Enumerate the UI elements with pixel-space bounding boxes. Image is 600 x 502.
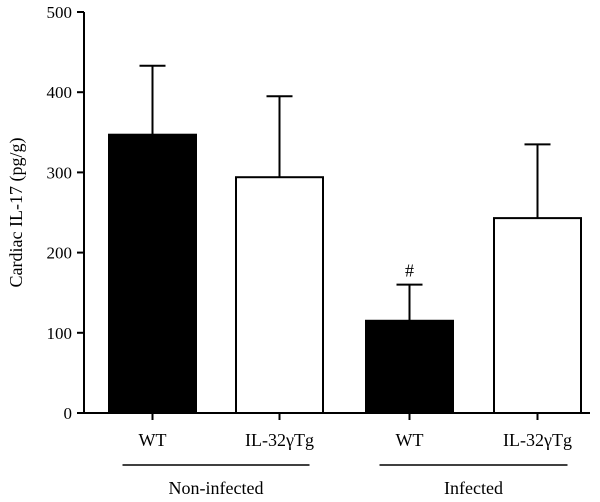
category-label: WT <box>396 430 424 450</box>
group-label: Infected <box>444 478 503 498</box>
significance-annotation: # <box>405 261 414 281</box>
y-tick-label: 400 <box>47 83 73 102</box>
bar <box>493 217 582 414</box>
bar <box>235 176 324 414</box>
y-tick-label: 0 <box>64 404 73 423</box>
bar <box>365 319 454 414</box>
category-label: IL-32γTg <box>503 430 572 450</box>
y-axis: 0 100 200 300 400 500 <box>47 3 85 423</box>
bars: # <box>108 64 582 414</box>
y-axis-label: Cardiac IL-17 (pg/g) <box>6 138 27 288</box>
y-tick-label: 300 <box>47 163 73 182</box>
y-tick-label: 100 <box>47 324 73 343</box>
y-tick-label: 200 <box>47 244 73 263</box>
y-tick-label: 500 <box>47 3 73 22</box>
group-label: Non-infected <box>169 478 264 498</box>
x-axis: WT IL-32γTg WT IL-32γTg Non-infected Infected <box>84 412 590 498</box>
category-label: IL-32γTg <box>245 430 314 450</box>
bar <box>108 133 197 414</box>
category-label: WT <box>139 430 167 450</box>
